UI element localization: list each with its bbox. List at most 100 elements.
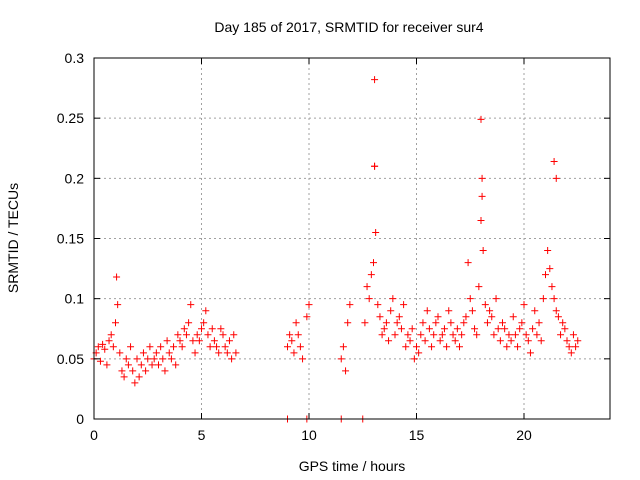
data-point [574, 337, 582, 345]
y-tick-label: 0.2 [65, 170, 85, 186]
grid [94, 58, 610, 419]
data-point [152, 349, 160, 357]
data-point [378, 331, 386, 339]
data-point [458, 331, 466, 339]
data-point [436, 337, 444, 345]
data-point [363, 283, 371, 291]
data-point [478, 174, 486, 182]
data-point [114, 301, 122, 309]
data-point [105, 337, 113, 345]
data-point [471, 325, 479, 333]
data-point [223, 349, 231, 357]
data-point [163, 337, 171, 345]
data-point [200, 319, 208, 327]
data-point [522, 331, 530, 339]
data-point [505, 331, 513, 339]
data-point [428, 343, 436, 351]
data-point [529, 325, 537, 333]
data-point [434, 313, 442, 321]
data-point [554, 313, 562, 321]
data-point [477, 115, 485, 123]
data-point [382, 319, 390, 327]
data-point [217, 325, 225, 333]
x-tick-label: 20 [516, 427, 532, 443]
data-point [174, 331, 182, 339]
data-point [165, 349, 173, 357]
data-point [561, 325, 569, 333]
data-point [155, 361, 162, 369]
data-point [122, 355, 130, 363]
data-point [460, 319, 468, 327]
data-point [198, 325, 205, 333]
data-point [219, 331, 227, 339]
x-tick-label: 15 [409, 427, 425, 443]
data-point [286, 331, 294, 339]
data-point [371, 76, 379, 84]
data-point [440, 325, 448, 333]
data-point [404, 331, 412, 339]
data-point [451, 337, 459, 345]
data-point [305, 301, 313, 309]
data-point [393, 319, 401, 327]
data-point [565, 343, 573, 351]
data-point [127, 343, 135, 351]
data-point [447, 319, 455, 327]
data-point [210, 337, 218, 345]
data-point [296, 343, 304, 351]
data-point [299, 355, 307, 363]
data-point [144, 355, 152, 363]
data-point [176, 337, 184, 345]
x-axis-title: GPS time / hours [299, 458, 406, 474]
data-point [501, 325, 509, 333]
data-point [531, 307, 539, 315]
data-point [537, 337, 545, 345]
data-point [225, 337, 233, 345]
x-tick-label: 5 [198, 427, 206, 443]
data-point [389, 295, 397, 303]
data-point [507, 337, 515, 345]
data-point [230, 331, 238, 339]
data-point [496, 337, 504, 345]
data-point [342, 367, 350, 375]
data-point [159, 355, 167, 363]
data-point [567, 349, 575, 357]
data-point [113, 273, 121, 281]
data-point [518, 319, 526, 327]
data-point [103, 361, 111, 369]
data-point [185, 319, 193, 327]
data-point [112, 319, 119, 327]
data-point [294, 331, 302, 339]
data-point [466, 295, 474, 303]
data-point [449, 331, 457, 339]
data-point [430, 331, 438, 339]
data-point [535, 319, 543, 327]
data-point [468, 307, 476, 315]
data-point [425, 325, 433, 333]
data-point [129, 367, 137, 375]
data-point [402, 343, 410, 351]
data-point [178, 343, 186, 351]
data-point [417, 331, 425, 339]
data-point [488, 313, 496, 321]
data-point [206, 343, 214, 351]
data-point [339, 343, 347, 351]
data-point [542, 271, 549, 279]
data-point [337, 355, 345, 363]
axis-ticks: 0 5 10 15 20 0 0.05 0.1 0.15 0.2 0.25 0.3 [57, 50, 610, 443]
data-point [172, 361, 180, 369]
data-point [453, 325, 461, 333]
y-tick-label: 0.15 [57, 231, 84, 247]
data-point [443, 343, 451, 351]
data-point [387, 307, 395, 315]
data-point [572, 343, 580, 351]
x-tick-label: 10 [301, 427, 317, 443]
data-points [90, 76, 582, 423]
data-point [499, 319, 506, 327]
data-point [344, 319, 352, 327]
data-point [490, 331, 498, 339]
data-point [445, 307, 453, 315]
data-point [509, 313, 517, 321]
data-point [478, 192, 486, 200]
y-tick-label: 0.05 [57, 351, 84, 367]
data-point [569, 331, 577, 339]
